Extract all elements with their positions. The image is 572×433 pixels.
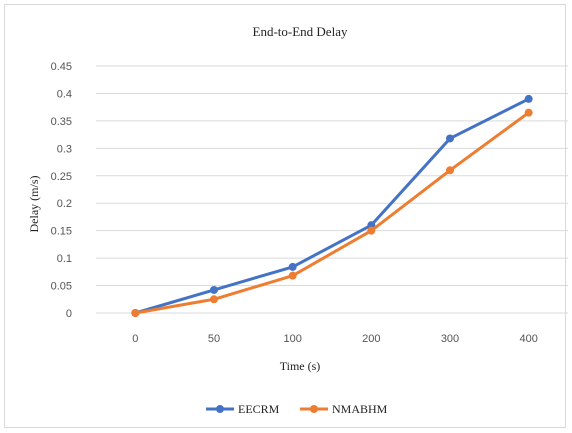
x-axis-label: Time (s): [280, 359, 321, 373]
grid-lines: [96, 65, 568, 314]
chart-title: End-to-End Delay: [253, 24, 348, 39]
x-axis-ticks: 0 50 100 200 300 400: [132, 333, 538, 345]
data-point-eecrm: [210, 285, 218, 294]
legend: EECRM NMABHM: [206, 402, 388, 416]
y-tick-label: 0.4: [57, 88, 72, 100]
y-axis-label: Delay (m/s): [27, 176, 41, 233]
y-tick-label: 0: [66, 308, 72, 320]
y-axis-ticks: 0 0.05 0.1 0.15 0.2 0.25 0.3 0.35 0.4 0.45: [51, 61, 72, 320]
data-point-nmabhm: [446, 166, 454, 175]
chart-frame: [4, 4, 566, 428]
y-tick-label: 0.25: [51, 171, 72, 183]
legend-label-nmabhm: NMABHM: [332, 402, 388, 416]
y-tick-label: 0.45: [51, 61, 72, 73]
x-tick-label: 50: [208, 333, 220, 345]
data-point-eecrm: [367, 221, 376, 230]
data-point-eecrm: [524, 94, 533, 103]
data-point-nmabhm: [367, 226, 376, 235]
series-line-eecrm: [134, 97, 530, 315]
series-layer: [131, 94, 533, 317]
data-point-nmabhm: [131, 309, 140, 317]
data-point-nmabhm: [288, 271, 297, 280]
y-tick-label: 0.05: [51, 281, 72, 293]
data-point-nmabhm: [524, 108, 533, 117]
legend-label-eecrm: EECRM: [238, 402, 280, 416]
legend-marker-eecrm: [216, 405, 224, 413]
legend-marker-nmabhm: [310, 405, 318, 413]
y-tick-label: 0.2: [57, 198, 72, 210]
x-tick-label: 300: [441, 333, 459, 345]
y-tick-label: 0.1: [57, 253, 72, 265]
y-tick-label: 0.3: [57, 143, 72, 155]
data-point-eecrm: [446, 134, 454, 143]
x-tick-label: 400: [519, 333, 537, 345]
x-tick-label: 200: [362, 333, 380, 345]
data-point-nmabhm: [210, 295, 218, 304]
x-tick-label: 0: [132, 333, 138, 345]
series-line-nmabhm: [135, 111, 530, 315]
x-tick-label: 100: [283, 333, 301, 345]
y-tick-label: 0.15: [51, 226, 72, 238]
data-point-eecrm: [288, 262, 297, 271]
y-tick-label: 0.35: [51, 116, 72, 128]
